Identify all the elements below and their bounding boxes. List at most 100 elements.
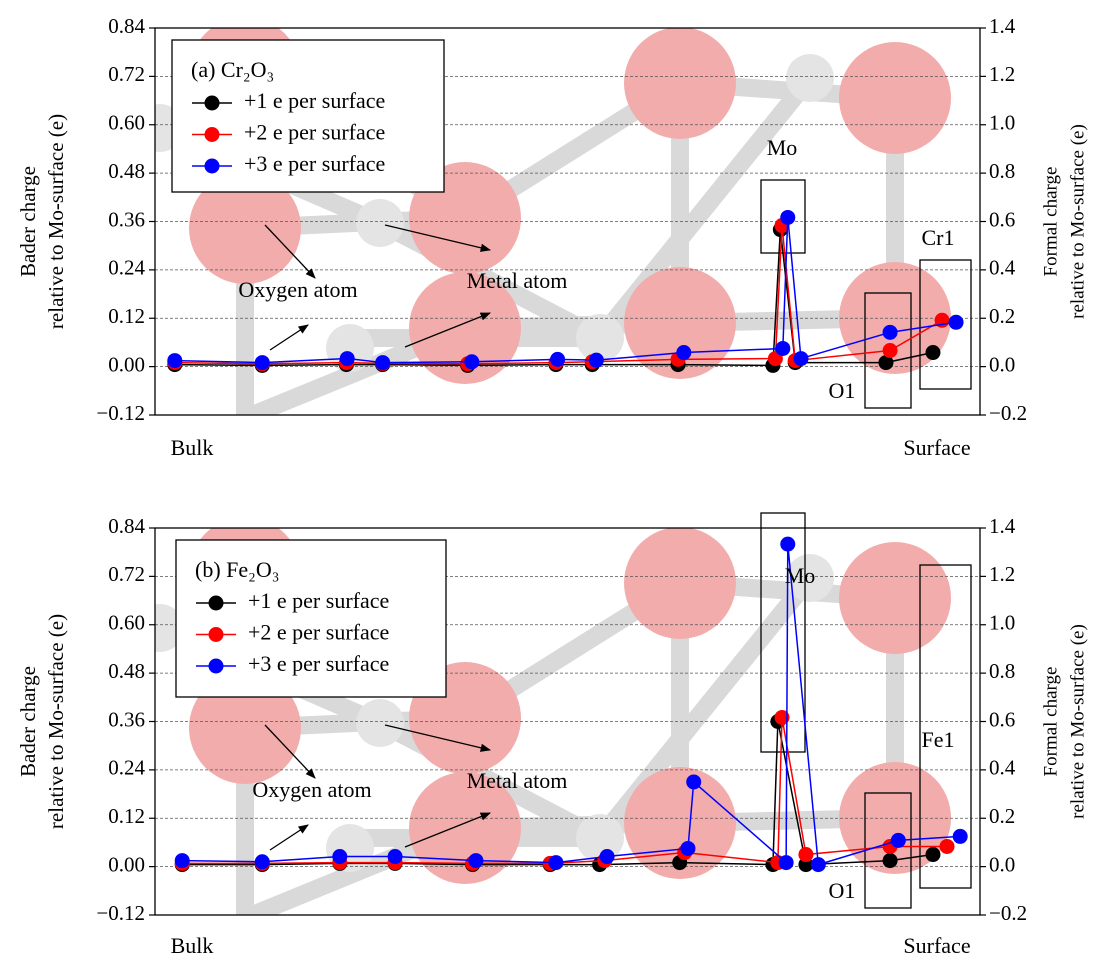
data-point — [925, 847, 941, 863]
y2-axis-label: Formal charge — [1040, 167, 1061, 277]
y2-tick-label: 1.4 — [989, 514, 1016, 538]
y-tick-label: 0.12 — [108, 804, 145, 828]
oxygen-atom — [839, 542, 951, 654]
data-point — [599, 849, 615, 865]
arrow — [384, 224, 492, 252]
annotation: Bulk — [171, 933, 214, 958]
highlight-box — [919, 564, 972, 889]
data-point — [254, 854, 270, 870]
data-point — [588, 352, 604, 368]
metal-atom — [786, 554, 834, 602]
y2-tick-label: 0.6 — [989, 707, 1015, 731]
y-tick-label: 0.60 — [108, 111, 145, 135]
y2-tick-label: 0.4 — [989, 756, 1016, 780]
data-point — [780, 536, 796, 552]
y2-tick-label: 1.0 — [989, 611, 1015, 635]
legend-label: +2 e per surface — [248, 620, 389, 645]
y2-tick-label: 1.0 — [989, 111, 1015, 135]
arrow — [384, 724, 492, 752]
y-tick-label: 0.12 — [108, 304, 145, 328]
oxygen-atom — [189, 672, 301, 784]
data-point — [948, 314, 964, 330]
data-point — [387, 849, 403, 865]
annotation: O1 — [829, 878, 856, 903]
y-axis-label: Bader charge — [16, 166, 40, 277]
data-point — [332, 849, 348, 865]
legend-marker — [204, 158, 220, 174]
y-axis-label: relative to Mo-surface (e) — [44, 614, 68, 829]
data-point — [254, 355, 270, 371]
y-tick-label: 0.36 — [108, 207, 145, 231]
highlight-box — [760, 512, 806, 753]
y2-tick-label: 1.2 — [989, 562, 1015, 586]
y-tick-label: −0.12 — [96, 401, 145, 425]
y2-tick-label: 0.4 — [989, 256, 1016, 280]
data-point — [882, 853, 898, 869]
oxygen-atom — [624, 28, 736, 139]
data-point — [878, 355, 894, 371]
y2-tick-label: 1.2 — [989, 62, 1015, 86]
arrow — [269, 324, 309, 351]
data-point — [550, 351, 566, 367]
annotation: Metal atom — [467, 268, 568, 293]
annotation: Oxygen atom — [252, 777, 371, 802]
y-tick-label: 0.36 — [108, 707, 145, 731]
annotation: Mo — [785, 563, 816, 588]
legend-marker — [208, 595, 224, 611]
annotation: Mo — [767, 135, 798, 160]
y-tick-label: 0.24 — [108, 256, 145, 280]
data-point — [890, 832, 906, 848]
data-point — [464, 354, 480, 370]
y-tick-label: 0.60 — [108, 611, 145, 635]
series-line — [182, 544, 961, 866]
y2-tick-label: 0.8 — [989, 159, 1015, 183]
data-point — [167, 353, 183, 369]
data-point — [174, 853, 190, 869]
oxygen-atom — [409, 272, 521, 384]
arrow — [264, 224, 316, 279]
y-tick-label: 0.48 — [108, 159, 145, 183]
annotation: Bulk — [171, 435, 214, 460]
y2-tick-label: 0.0 — [989, 852, 1015, 876]
y-tick-label: 0.00 — [108, 852, 145, 876]
data-point — [882, 343, 898, 358]
legend-label: +2 e per surface — [244, 120, 385, 145]
data-point — [798, 847, 814, 863]
metal-atom — [356, 699, 404, 747]
legend-marker — [208, 658, 224, 674]
y2-axis-label: Formal charge — [1040, 667, 1061, 777]
data-point — [778, 855, 794, 871]
oxygen-atom — [624, 528, 736, 639]
data-point — [793, 351, 809, 367]
data-point — [775, 340, 791, 356]
y-tick-label: 0.84 — [108, 14, 145, 38]
arrow — [269, 824, 309, 851]
arrow — [404, 812, 491, 848]
y-tick-label: 0.24 — [108, 756, 145, 780]
y2-axis-label: relative to Mo-surface (e) — [1067, 624, 1088, 819]
annotation: Fe1 — [922, 727, 955, 752]
oxygen-atom — [839, 42, 951, 154]
y2-tick-label: −0.2 — [989, 401, 1027, 425]
data-point — [676, 345, 692, 361]
data-point — [952, 828, 968, 844]
y2-tick-label: 0.2 — [989, 804, 1015, 828]
y2-tick-label: 0.8 — [989, 659, 1015, 683]
y-tick-label: 0.84 — [108, 514, 145, 538]
y2-tick-label: 0.2 — [989, 304, 1015, 328]
data-point — [375, 355, 391, 371]
legend-marker — [204, 95, 220, 111]
metal-atom — [576, 314, 624, 362]
y2-tick-label: 0.0 — [989, 352, 1015, 376]
data-point — [925, 345, 941, 361]
metal-atom — [356, 199, 404, 247]
legend-title: (a) Cr₂O₃ — [191, 57, 274, 82]
legend-marker — [204, 127, 220, 142]
data-point — [686, 774, 702, 790]
legend-label: +3 e per surface — [248, 651, 389, 676]
annotation: Cr1 — [922, 225, 955, 250]
metal-atom — [576, 814, 624, 862]
data-point — [339, 351, 355, 367]
y2-tick-label: 1.4 — [989, 14, 1016, 38]
